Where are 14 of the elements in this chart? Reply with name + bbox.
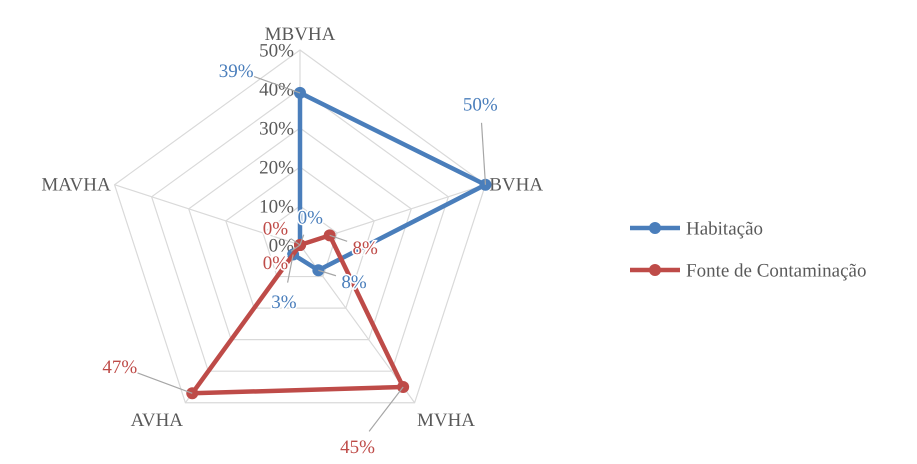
legend-label: Fonte de Contaminação xyxy=(686,260,866,282)
spoke-label: MAVHA xyxy=(41,174,112,196)
spoke-label: MVHA xyxy=(416,410,476,431)
legend-label: Habitação xyxy=(686,218,764,240)
data-label: 3% xyxy=(271,292,297,313)
y-tick-label: 30% xyxy=(259,118,294,140)
y-tick-label: 20% xyxy=(259,158,294,179)
spoke-label: BVHA xyxy=(489,174,544,196)
data-label: 50% xyxy=(462,94,498,116)
data-label: 45% xyxy=(340,437,376,458)
data-label: 47% xyxy=(102,356,138,378)
data-label: 39% xyxy=(218,60,254,82)
spoke-label: AVHA xyxy=(130,410,184,431)
y-tick-label: 10% xyxy=(259,196,294,218)
